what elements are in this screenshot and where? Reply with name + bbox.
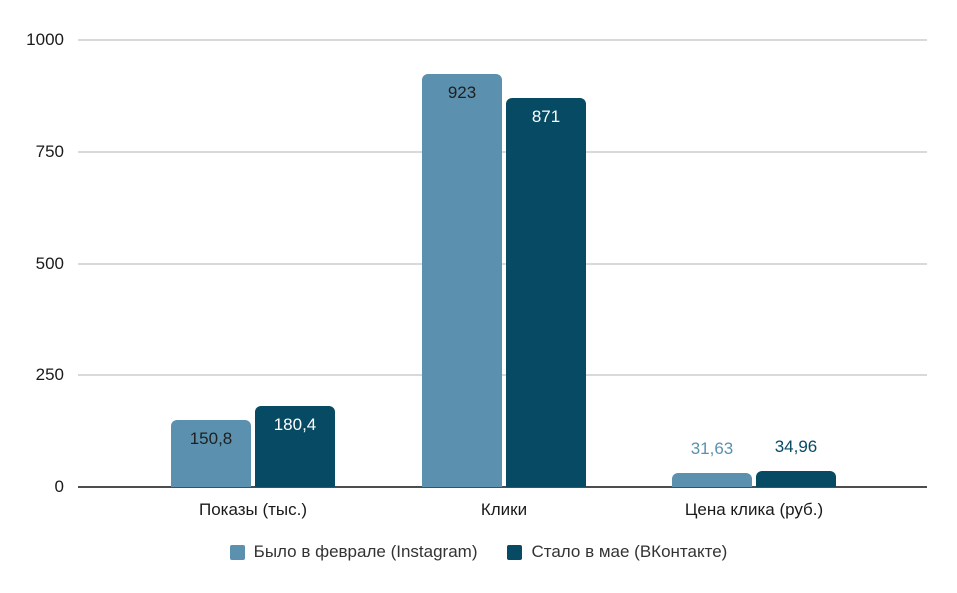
category-label: Показы (тыс.)	[198, 500, 308, 519]
gridline	[78, 150, 927, 153]
x-axis-baseline	[78, 486, 927, 488]
bar-series2	[756, 471, 836, 487]
bar-series2: 871	[506, 98, 586, 487]
bar-series1: 923	[422, 74, 502, 487]
y-tick-label: 1000	[26, 30, 64, 49]
bar-value-label: 871	[531, 107, 561, 126]
legend-item: Было в феврале (Instagram)	[229, 542, 478, 562]
bar-series1	[672, 473, 752, 487]
bar-value-label: 180,4	[273, 415, 317, 434]
legend-label: Было в феврале (Instagram)	[253, 542, 478, 561]
legend: Было в феврале (Instagram) Стало в мае (В…	[0, 542, 957, 562]
legend-swatch	[507, 544, 523, 560]
legend-swatch	[229, 544, 245, 560]
bar-value-label: 34,96	[774, 437, 818, 456]
category-label: Клики	[480, 500, 528, 519]
legend-item: Стало в мае (ВКонтакте)	[507, 542, 727, 562]
bar-value-label: 923	[447, 83, 477, 102]
bar-series1: 150,8	[171, 420, 251, 487]
bar-value-label: 31,63	[690, 439, 734, 458]
y-tick-label: 250	[35, 365, 64, 385]
y-tick-label: 0	[54, 477, 64, 496]
bar-value-label: 150,8	[189, 429, 233, 448]
gridline	[78, 39, 927, 41]
y-tick-label: 500	[35, 253, 64, 273]
y-tick-label: 750	[35, 141, 64, 161]
bar-series2: 180,4	[255, 406, 335, 487]
gridline	[78, 262, 927, 265]
gridline	[78, 374, 927, 377]
plot-area: 150,8 180,4 Показы (тыс.) 923 871 Клики 31,63 3…	[78, 39, 927, 519]
legend-label: Стало в мае (ВКонтакте)	[531, 542, 728, 561]
category-label: Цена клика (руб.)	[684, 500, 824, 519]
